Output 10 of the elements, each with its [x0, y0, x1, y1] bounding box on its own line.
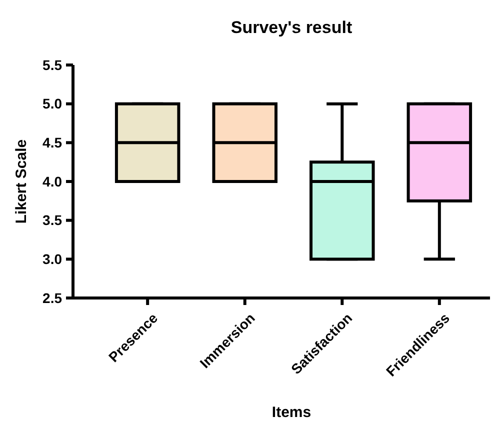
- y-axis-title: Likert Scale: [13, 139, 30, 224]
- y-tick-label: 4.0: [42, 173, 62, 190]
- y-tick-label: 3.5: [42, 212, 62, 228]
- x-axis-title: Items: [272, 404, 312, 421]
- y-tick-label: 3.0: [42, 251, 62, 268]
- y-tick-label: 2.5: [42, 290, 62, 306]
- chart-title: Survey's result: [230, 18, 352, 37]
- y-tick-label: 5.0: [42, 96, 62, 112]
- y-tick-label: 5.5: [42, 56, 62, 73]
- y-tick-label: 4.5: [42, 134, 62, 151]
